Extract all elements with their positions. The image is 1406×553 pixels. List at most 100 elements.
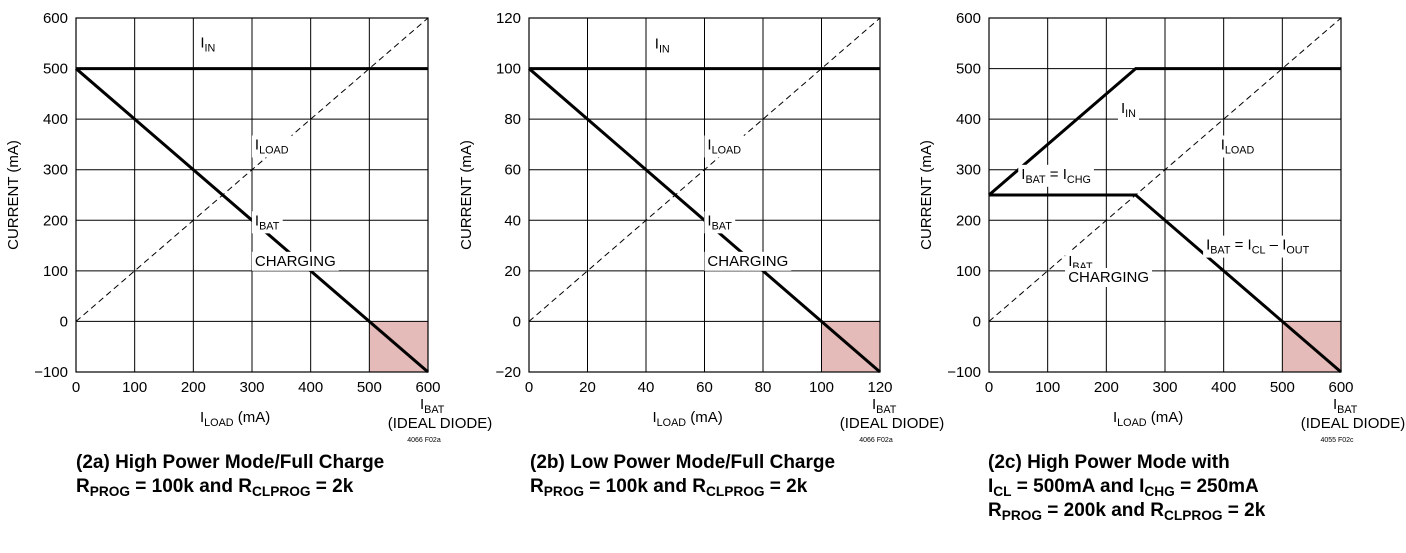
x-tick-label: 20: [579, 379, 596, 396]
ibat-axis-label: IBAT: [872, 396, 897, 416]
x-tick-label: 100: [1035, 379, 1060, 396]
y-tick-label: 100: [956, 263, 981, 280]
y-tick-label: 500: [956, 61, 981, 78]
annotation-bg: [1203, 235, 1313, 258]
x-tick-label: 200: [181, 379, 206, 396]
caption-line: RPROG = 200k and RCLPROG = 2k: [988, 500, 1266, 523]
annotation-label: IBAT = ICHG: [1021, 166, 1091, 186]
annotation-bg: [704, 211, 736, 234]
annotation-label: IIN: [655, 35, 670, 55]
y-tick-label: −20: [496, 364, 521, 381]
x-tick-label: 40: [638, 379, 655, 396]
annotation-label: IBAT: [255, 212, 280, 232]
caption-line: (2a) High Power Mode/Full Charge: [76, 452, 384, 473]
annotation-label: ILOAD: [1221, 136, 1255, 156]
ibat-axis-label: IBAT: [1333, 396, 1358, 416]
x-tick-label: 200: [1094, 379, 1119, 396]
x-tick-label: 80: [755, 379, 772, 396]
x-tick-label: 100: [809, 379, 834, 396]
y-tick-label: 20: [504, 263, 521, 280]
x-tick-label: 400: [1211, 379, 1236, 396]
series-line-i-load: [988, 17, 1342, 322]
annotation-label: IBAT = ICL – IOUT: [1206, 237, 1310, 257]
annotation-bg: [1065, 267, 1153, 287]
annotation-bg: [704, 135, 745, 158]
series-line-i-load: [528, 17, 881, 322]
annotation-label: ILOAD: [707, 136, 741, 156]
annotation-label: ILOAD: [255, 136, 289, 156]
plot-frame: [75, 17, 429, 373]
annotation-label: CHARGING: [1068, 269, 1149, 286]
x-tick-label: 0: [72, 379, 80, 396]
y-tick-label: 0: [60, 313, 68, 330]
y-tick-label: 200: [43, 212, 68, 229]
x-tick-label: 300: [1152, 379, 1177, 396]
y-axis-label: CURRENT (mA): [458, 140, 475, 250]
y-tick-label: 500: [43, 61, 68, 78]
figure-code: 4066 F02a: [859, 437, 893, 444]
x-tick-label: 600: [415, 379, 440, 396]
y-axis-label: CURRENT (mA): [918, 140, 935, 250]
caption-line: RPROG = 100k and RCLPROG = 2k: [530, 476, 808, 499]
y-tick-label: 400: [43, 111, 68, 128]
y-tick-label: 40: [504, 212, 521, 229]
ideal-diode-label: (IDEAL DIODE): [388, 415, 492, 432]
annotation-label: CHARGING: [707, 253, 788, 270]
y-tick-label: 100: [43, 263, 68, 280]
y-tick-label: 0: [513, 313, 521, 330]
x-tick-label: 500: [357, 379, 382, 396]
annotation-bg: [1217, 135, 1258, 158]
annotation-label: IBAT: [707, 212, 732, 232]
x-tick-label: 600: [1328, 379, 1353, 396]
caption-line: RPROG = 100k and RCLPROG = 2k: [76, 476, 354, 499]
x-tick-label: 0: [985, 379, 993, 396]
annotation-bg: [651, 34, 673, 57]
y-tick-label: 600: [43, 10, 68, 27]
x-tick-label: 300: [239, 379, 264, 396]
caption-line: (2c) High Power Mode with: [988, 452, 1230, 473]
y-tick-label: 400: [956, 111, 981, 128]
x-axis-label: ILOAD (mA): [1113, 409, 1183, 429]
series-line-i-load: [75, 17, 429, 322]
plot-frame: [528, 17, 881, 373]
annotation-bg: [704, 251, 792, 271]
annotation-bg: [1018, 164, 1094, 187]
annotation-label: IIN: [1121, 100, 1136, 120]
x-axis-label: ILOAD (mA): [200, 409, 270, 429]
annotation-bg: [251, 211, 283, 234]
y-tick-label: 200: [956, 212, 981, 229]
x-axis-label: ILOAD (mA): [653, 409, 723, 429]
y-tick-label: 600: [956, 10, 981, 27]
y-tick-label: 80: [504, 111, 521, 128]
y-tick-label: −100: [34, 364, 68, 381]
chart-panel-2b: 0 20 40 60 80 100 120120100806040200−20CURRENT…: [458, 10, 944, 499]
y-axis-label: CURRENT (mA): [5, 140, 22, 250]
y-tick-label: 120: [496, 10, 521, 27]
annotation-bg: [251, 251, 339, 271]
ideal-diode-label: (IDEAL DIODE): [840, 415, 944, 432]
x-tick-label: 400: [298, 379, 323, 396]
series-line-i-in: [988, 67, 1341, 197]
x-tick-label: 0: [525, 379, 533, 396]
x-tick-label: 100: [122, 379, 147, 396]
annotation-label: IIN: [200, 34, 215, 54]
annotation-bg: [1118, 99, 1139, 122]
y-tick-label: 300: [43, 162, 68, 179]
caption-line: (2b) Low Power Mode/Full Charge: [530, 452, 835, 473]
annotation-bg: [251, 135, 292, 158]
ideal-diode-label: (IDEAL DIODE): [1301, 415, 1405, 432]
x-tick-label: 500: [1270, 379, 1295, 396]
x-tick-label: 120: [867, 379, 892, 396]
y-tick-label: 300: [956, 162, 981, 179]
caption-line: ICL = 500mA and ICHG = 250mA: [988, 476, 1259, 499]
figure-code: 4066 F02a: [407, 437, 441, 444]
y-tick-label: −100: [947, 364, 981, 381]
annotation-label: CHARGING: [255, 253, 336, 270]
x-tick-label: 60: [696, 379, 713, 396]
chart-panel-2c: 0 100 200 300 400 500 6006005004003002001000−1…: [918, 10, 1405, 523]
ibat-axis-label: IBAT: [420, 396, 445, 416]
figure-code: 4055 F02c: [1320, 437, 1354, 444]
y-tick-label: 0: [973, 313, 981, 330]
chart-panel-2a: 0 100 200 300 400 500 6006005004003002001000−1…: [5, 10, 492, 499]
